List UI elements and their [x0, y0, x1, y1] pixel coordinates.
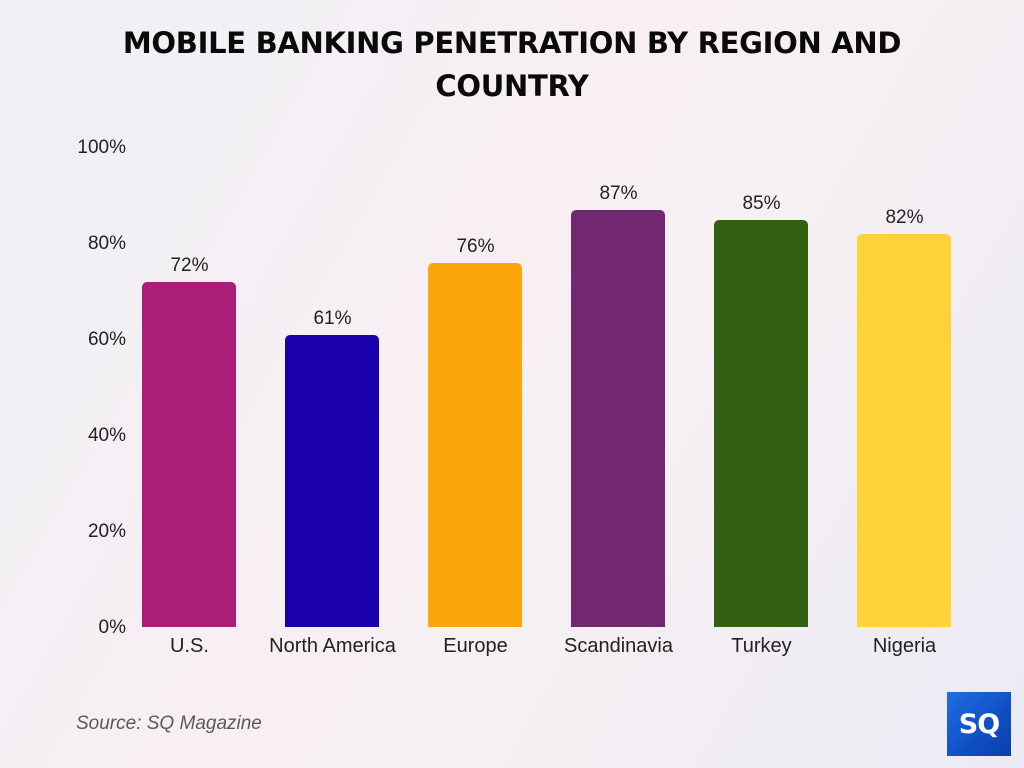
bar-europe — [428, 262, 522, 627]
y-tick-60: 60% — [87, 329, 126, 350]
bar-group-scandinavia: 87% Scandinavia — [547, 0, 690, 768]
y-tick-40: 40% — [87, 425, 126, 446]
category-label: Turkey — [731, 635, 792, 657]
sq-logo-icon: SQ — [947, 692, 1011, 756]
bar-scandinavia — [571, 210, 665, 627]
bar-group-europe: 76% Europe — [404, 0, 547, 768]
category-label: Scandinavia — [564, 635, 673, 657]
bar-turkey — [714, 219, 808, 627]
y-tick-20: 20% — [87, 521, 126, 542]
category-label: Nigeria — [872, 635, 937, 657]
bar-nigeria — [857, 234, 951, 627]
category-label: North America — [269, 635, 396, 657]
bar-value-label: 82% — [885, 207, 924, 229]
bar-value-label: 61% — [313, 307, 352, 329]
chart-title: MOBILE BANKING PENETRATION BY REGION AND… — [0, 22, 1024, 108]
bar-north-america — [285, 334, 379, 627]
source-note: Source: SQ Magazine — [76, 713, 262, 734]
category-label: Europe — [443, 635, 508, 657]
chart-title-line-2: COUNTRY — [435, 69, 589, 103]
y-tick-80: 80% — [87, 233, 126, 254]
logo-text: SQ — [958, 708, 1000, 740]
bar-us — [142, 282, 236, 627]
y-tick-0: 0% — [98, 617, 126, 638]
bar-value-label: 85% — [742, 192, 781, 214]
bar-group-nigeria: 82% Nigeria — [833, 0, 976, 768]
bar-group-north-america: 61% North America — [261, 0, 404, 768]
y-tick-100: 100% — [77, 137, 126, 158]
bar-value-label: 76% — [456, 235, 495, 257]
category-label: U.S. — [170, 635, 209, 657]
bar-group-turkey: 85% Turkey — [690, 0, 833, 768]
bar-group-us: 72% U.S. — [118, 0, 261, 768]
chart-title-line-1: MOBILE BANKING PENETRATION BY REGION AND — [122, 26, 902, 60]
bar-value-label: 72% — [170, 255, 209, 277]
bar-value-label: 87% — [599, 183, 638, 205]
